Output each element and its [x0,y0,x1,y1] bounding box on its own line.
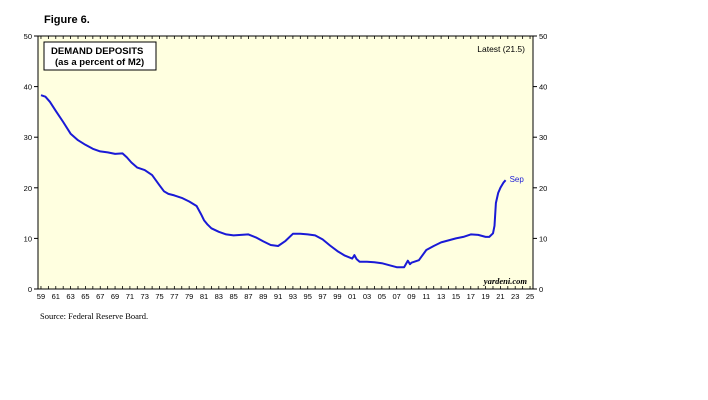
x-tick-label: 71 [126,292,134,301]
source-note: Source: Federal Reserve Board. [40,311,149,321]
demand-deposits-line [40,94,507,269]
chart-title: DEMAND DEPOSITS [51,46,143,57]
chart-subtitle: (as a percent of M2) [55,57,144,68]
x-tick-label: 73 [141,292,149,301]
y-tick-label-left: 50 [24,32,32,41]
y-tick-label-right: 50 [539,32,547,41]
plot-frame [37,35,534,290]
x-tick-label: 19 [481,292,489,301]
right-y-axis: 0 10 20 30 40 50 [533,32,547,294]
latest-value-label: Latest (21.5) [477,44,525,54]
watermark: yardeni.com [483,276,528,286]
x-tick-label: 07 [392,292,400,301]
x-tick-label: 05 [378,292,386,301]
x-tick-label: 65 [81,292,89,301]
y-tick-label-left: 10 [24,234,32,243]
x-tick-label: 93 [289,292,297,301]
x-tick-label: 21 [496,292,504,301]
x-tick-label: 09 [407,292,415,301]
x-tick-label: 23 [511,292,519,301]
y-tick-label-left: 0 [28,285,32,294]
series-end-label: Sep [510,175,525,184]
x-tick-label: 03 [363,292,371,301]
x-tick-label: 63 [66,292,74,301]
y-tick-label-right: 10 [539,234,547,243]
x-tick-label: 11 [422,292,430,301]
x-tick-label: 85 [229,292,237,301]
x-tick-label: 01 [348,292,356,301]
x-tick-label: 67 [96,292,104,301]
y-tick-label-right: 40 [539,83,547,92]
x-tick-label: 91 [274,292,282,301]
x-tick-label: 17 [467,292,475,301]
x-tick-label: 95 [304,292,312,301]
x-tick-label: 25 [526,292,534,301]
chart-title-box [43,41,157,71]
x-tick-label: 77 [170,292,178,301]
y-tick-label-right: 0 [539,285,543,294]
figure-label: Figure 6. [44,14,90,26]
y-tick-label-right: 20 [539,184,547,193]
left-y-axis: 0 10 20 30 40 50 [24,32,38,294]
x-tick-label: 75 [155,292,163,301]
y-tick-label-left: 40 [24,83,32,92]
x-tick-label: 83 [215,292,223,301]
x-tick-label: 15 [452,292,460,301]
x-tick-label: 13 [437,292,445,301]
x-tick-label: 97 [318,292,326,301]
y-tick-label-left: 30 [24,133,32,142]
x-tick-label: 59 [37,292,45,301]
x-tick-label: 99 [333,292,341,301]
plot-background [38,36,533,289]
x-tick-label: 89 [259,292,267,301]
x-tick-label: 81 [200,292,208,301]
x-tick-label: 61 [52,292,60,301]
x-tick-label: 69 [111,292,119,301]
x-tick-label: 87 [244,292,252,301]
x-tick-label: 79 [185,292,193,301]
y-tick-label-left: 20 [24,184,32,193]
y-tick-label-right: 30 [539,133,547,142]
